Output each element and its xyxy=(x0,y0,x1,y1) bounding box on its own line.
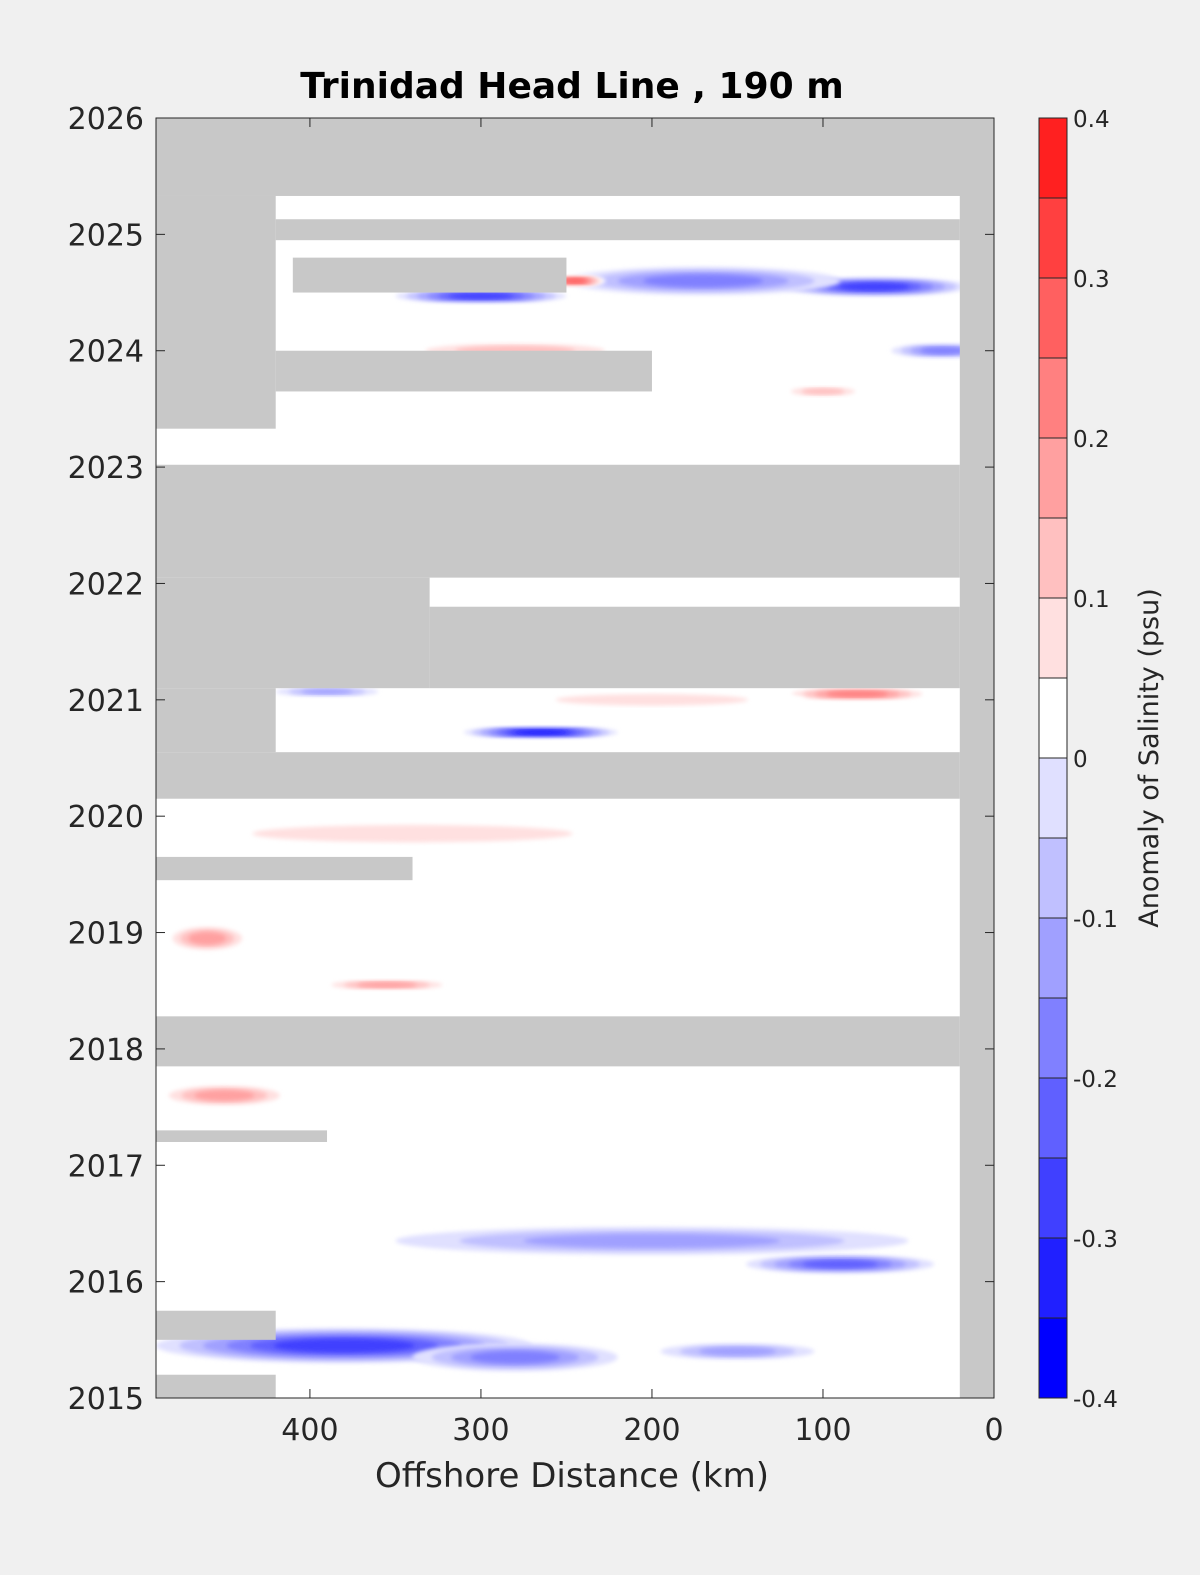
no-data-region xyxy=(275,219,960,241)
no-data-region xyxy=(156,856,413,881)
colorbar-segment xyxy=(1039,1078,1067,1158)
y-tick-label: 2026 xyxy=(68,102,144,137)
colorbar-tick-label: 0.1 xyxy=(1073,587,1110,613)
colorbar-segment xyxy=(1039,118,1067,198)
colorbar-segment xyxy=(1039,1238,1067,1318)
colorbar-segment xyxy=(1039,278,1067,358)
colorbar-tick-label: 0.4 xyxy=(1073,107,1110,133)
y-tick-label: 2025 xyxy=(68,218,144,253)
y-tick-label: 2022 xyxy=(68,567,144,602)
no-data-region xyxy=(156,1130,328,1142)
x-axis-title: Offshore Distance (km) xyxy=(375,1456,769,1496)
y-tick-label: 2015 xyxy=(68,1382,144,1417)
anomaly-contour xyxy=(252,824,573,843)
x-tick-label: 200 xyxy=(623,1413,680,1448)
colorbar-tick-label: 0 xyxy=(1073,747,1088,773)
y-tick-label: 2019 xyxy=(68,917,144,952)
anomaly-contour xyxy=(920,347,966,354)
anomaly-contour xyxy=(838,283,910,291)
colorbar-tick-label: 0.3 xyxy=(1073,267,1110,293)
colorbar-tick-label: 0.2 xyxy=(1073,427,1110,453)
anomaly-contour xyxy=(698,1347,776,1356)
plot-border xyxy=(155,117,995,1399)
x-tick-label: 100 xyxy=(794,1413,851,1448)
colorbar-segment xyxy=(1039,1318,1067,1398)
colorbar-title: Anomaly of Salinity (psu) xyxy=(1134,588,1165,927)
anomaly-contour xyxy=(826,691,888,697)
no-data-region xyxy=(156,1374,276,1398)
colorbar-segment xyxy=(1039,598,1067,678)
colorbar-tick-label: -0.3 xyxy=(1073,1227,1118,1253)
y-tick-label: 2020 xyxy=(68,800,144,835)
no-data-region xyxy=(156,752,960,799)
anomaly-contour xyxy=(356,982,417,988)
no-data-region xyxy=(292,257,567,293)
y-tick-label: 2016 xyxy=(68,1266,144,1301)
x-tick-label: 400 xyxy=(281,1413,338,1448)
colorbar-segment xyxy=(1039,518,1067,598)
no-data-region xyxy=(429,606,960,689)
anomaly-contour xyxy=(273,1339,415,1353)
colorbar-segment xyxy=(1039,758,1067,838)
y-tick-label: 2021 xyxy=(68,684,144,719)
x-tick-label: 0 xyxy=(984,1413,1003,1448)
no-data-region xyxy=(156,118,994,196)
anomaly-contour xyxy=(301,689,353,694)
no-data-mask xyxy=(156,118,994,1398)
colorbar-border xyxy=(1038,117,1068,1399)
no-data-region xyxy=(156,1016,960,1067)
plot-area xyxy=(155,117,995,1399)
colorbar-segment xyxy=(1039,838,1067,918)
anomaly-contour xyxy=(194,1090,255,1101)
anomaly-contour xyxy=(555,694,749,706)
y-tick-label: 2024 xyxy=(68,335,144,370)
anomaly-contour xyxy=(523,1233,781,1248)
chart-title: Trinidad Head Line , 190 m xyxy=(300,66,843,107)
colorbar-segment xyxy=(1039,198,1067,278)
y-axis: 2015 2016 2017 2018 2019 2020 2021 2022 2023 2024… xyxy=(68,102,994,1417)
no-data-region xyxy=(959,118,994,1398)
no-data-region xyxy=(156,464,960,578)
y-tick-label: 2018 xyxy=(68,1033,144,1068)
anomaly-contour xyxy=(643,274,764,288)
colorbar-tick-label: -0.1 xyxy=(1073,907,1118,933)
colorbar: -0.4 -0.3 -0.2 -0.1 0 0.1 0.2 0.3 0.4 xyxy=(1038,107,1118,1413)
anomaly-contour xyxy=(802,1260,878,1268)
colorbar-segment xyxy=(1039,678,1067,758)
y-tick-label: 2023 xyxy=(68,451,144,486)
no-data-region xyxy=(156,1310,276,1340)
anomaly-contour xyxy=(563,278,587,284)
y-tick-label: 2017 xyxy=(68,1149,144,1184)
colorbar-tick-label: -0.2 xyxy=(1073,1067,1118,1093)
x-axis: 400 300 200 100 0 xyxy=(281,118,1004,1448)
colorbar-segment xyxy=(1039,358,1067,438)
anomaly-contour xyxy=(188,932,227,945)
colorbar-segment xyxy=(1039,1158,1067,1238)
colorbar-tick-label: -0.4 xyxy=(1073,1387,1118,1413)
colorbar-segment xyxy=(1039,918,1067,998)
x-tick-label: 300 xyxy=(452,1413,509,1448)
no-data-region xyxy=(156,195,276,429)
no-data-region xyxy=(156,688,276,753)
colorbar-segment xyxy=(1039,998,1067,1078)
no-data-region xyxy=(156,577,430,689)
anomaly-contour xyxy=(448,293,514,299)
anomaly-contour xyxy=(513,730,569,735)
anomaly-contour xyxy=(470,1351,561,1364)
colorbar-segment xyxy=(1039,438,1067,518)
no-data-region xyxy=(275,350,652,392)
anomaly-contour xyxy=(801,388,845,395)
